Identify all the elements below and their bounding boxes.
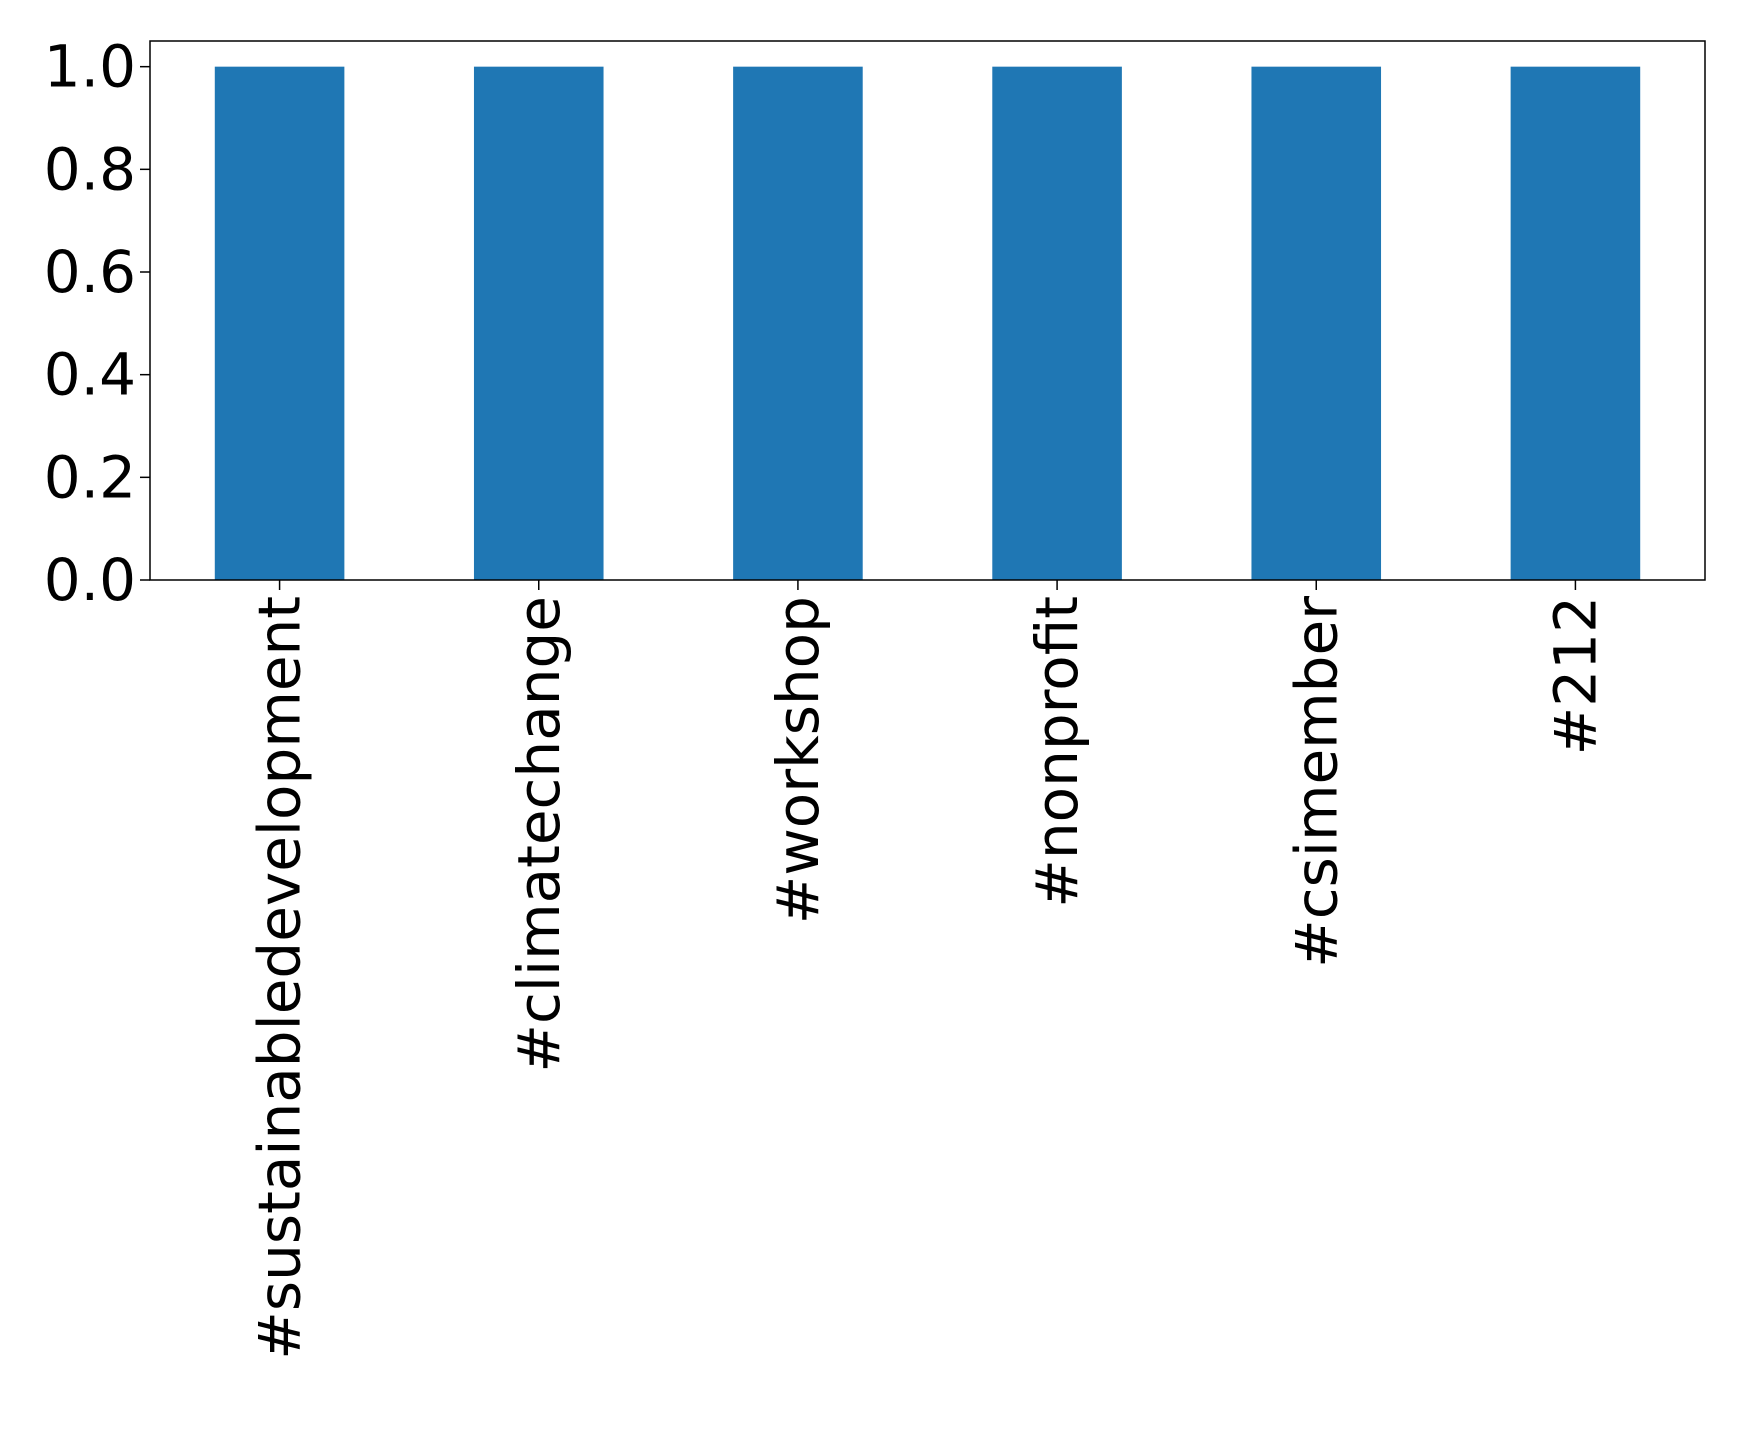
bar-212 <box>1510 66 1641 580</box>
y-tick-label: 1.0 <box>44 33 136 101</box>
y-tick-label: 0.6 <box>44 238 136 306</box>
y-tick-label: 0.8 <box>44 135 136 203</box>
x-tick-label: #212 <box>1541 596 1609 755</box>
bars-group <box>214 66 1641 580</box>
bar-climatechange <box>473 66 604 580</box>
x-tick-label: #workshop <box>764 596 832 924</box>
bar-sustainabledevelopment <box>214 66 345 580</box>
y-tick-label: 0.4 <box>44 341 136 409</box>
bar-nonprofit <box>992 66 1122 580</box>
x-tick-label: #sustainabledevelopment <box>246 596 314 1360</box>
x-axis: #sustainabledevelopment #climatechange #wo… <box>246 580 1609 1360</box>
bar-workshop <box>733 66 863 580</box>
x-tick-label: #climatechange <box>505 596 573 1073</box>
x-tick-label: #csimember <box>1282 596 1350 968</box>
plot-frame <box>149 40 1706 581</box>
x-tick-label: #nonprofit <box>1023 596 1091 908</box>
y-tick-label: 0.0 <box>44 546 136 614</box>
y-axis: 0.0 0.2 0.4 0.6 0.8 1.0 <box>44 33 150 614</box>
bar-csimember <box>1251 66 1382 580</box>
y-tick-label: 0.2 <box>44 443 136 511</box>
